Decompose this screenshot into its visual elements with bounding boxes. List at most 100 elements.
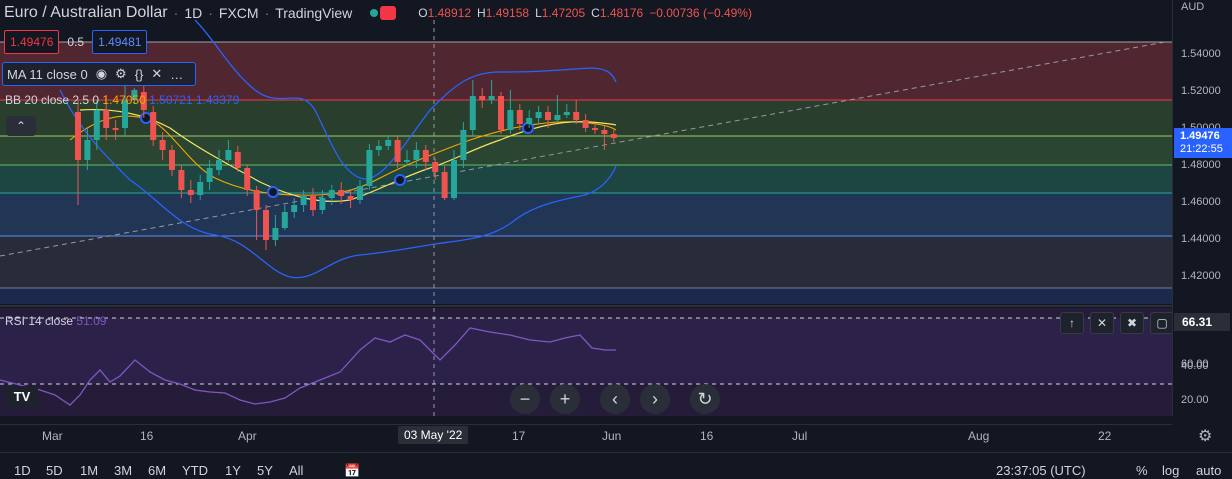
- candle-body: [150, 112, 157, 140]
- close-icon[interactable]: ✕: [1090, 312, 1114, 334]
- log-toggle[interactable]: log: [1162, 463, 1180, 478]
- ma-legend[interactable]: MA 11 close 0 ◉ ⚙ {} ✕ …: [2, 62, 197, 86]
- chevron-up-icon[interactable]: ⌃: [6, 116, 36, 136]
- range-5d[interactable]: 5D: [46, 463, 63, 478]
- candle-body: [441, 172, 448, 198]
- candle-body: [122, 100, 128, 128]
- candle-body: [300, 196, 307, 205]
- candle-body: [526, 118, 533, 124]
- fib-zone-4: [0, 165, 1172, 193]
- rsi-tag: 66.31: [1174, 313, 1230, 331]
- gear-icon[interactable]: ⚙: [115, 66, 127, 81]
- candle-body: [554, 115, 561, 120]
- chart-pane[interactable]: Euro / Australian Dollar · 1D · FXCM · T…: [0, 0, 1172, 416]
- candle-body: [310, 196, 316, 210]
- exchange: FXCM: [218, 5, 259, 21]
- price-chart-canvas[interactable]: [0, 0, 1172, 416]
- candle-body: [394, 140, 401, 162]
- marker: [140, 112, 152, 124]
- candle-body: [178, 170, 185, 190]
- candle-body: [413, 150, 420, 160]
- scroll-right-icon[interactable]: ›: [640, 384, 670, 414]
- candle-body: [169, 150, 175, 170]
- zoom-in-icon[interactable]: +: [550, 384, 580, 414]
- fib-zone-3: [0, 136, 1172, 165]
- candle-body: [488, 96, 495, 100]
- range-1d[interactable]: 1D: [14, 463, 31, 478]
- candle-body: [84, 140, 91, 160]
- candle-body: [573, 112, 580, 120]
- tradingview-logo[interactable]: TV: [6, 386, 38, 408]
- candle-body: [140, 92, 147, 110]
- flag-icon[interactable]: [380, 6, 397, 20]
- candle-body: [385, 140, 392, 146]
- arrow-up-icon[interactable]: ↑: [1060, 312, 1084, 334]
- buy-button[interactable]: 1.49481: [92, 30, 148, 54]
- candle-body: [375, 146, 382, 150]
- rsi-legend[interactable]: RSI 14 close 51.09: [5, 314, 106, 328]
- maximize-icon[interactable]: ▢: [1150, 312, 1172, 334]
- collapse-icon[interactable]: ✖: [1120, 312, 1144, 334]
- candle-body: [366, 150, 373, 186]
- time-axis[interactable]: Mar 16 Apr 03 May '22 17 Jun 16 Jul Aug …: [0, 424, 1172, 447]
- candle-body: [563, 112, 570, 115]
- reset-icon[interactable]: ↻: [690, 384, 720, 414]
- market-status-icon: [370, 9, 379, 17]
- crosshair-date: 03 May '22: [398, 426, 469, 444]
- pane-controls: ↑ ✕ ✖ ▢: [1060, 312, 1172, 334]
- candle-body: [601, 130, 608, 134]
- range-1m[interactable]: 1M: [80, 463, 99, 478]
- close-icon[interactable]: ✕: [151, 66, 163, 81]
- candle-body: [328, 190, 335, 198]
- candle-body: [592, 128, 598, 130]
- eye-icon[interactable]: ◉: [95, 66, 108, 81]
- candle-body: [357, 186, 363, 200]
- fib-zone-5: [0, 193, 1172, 236]
- rsi-label: RSI 14 close: [5, 314, 74, 328]
- candle-body: [131, 90, 138, 100]
- candle-body: [253, 190, 260, 210]
- utc-clock[interactable]: 23:37:05 (UTC): [996, 463, 1086, 478]
- candles: [75, 80, 617, 250]
- range-ytd[interactable]: YTD: [182, 463, 208, 478]
- symbol-name[interactable]: Euro / Australian Dollar: [4, 4, 168, 21]
- interval[interactable]: 1D: [184, 5, 203, 21]
- percent-toggle[interactable]: %: [1136, 463, 1148, 478]
- range-1y[interactable]: 1Y: [225, 463, 241, 478]
- candle-body: [432, 162, 439, 172]
- auto-toggle[interactable]: auto: [1196, 463, 1222, 478]
- candle-body: [216, 160, 222, 170]
- more-icon[interactable]: …: [170, 66, 184, 82]
- gear-icon[interactable]: ⚙: [1198, 428, 1213, 445]
- candle-body: [244, 168, 251, 190]
- chart-navigation: − + ‹ › ↻: [510, 384, 730, 414]
- zoom-out-icon[interactable]: −: [510, 384, 540, 414]
- candle-body: [197, 182, 204, 195]
- marker: [522, 122, 534, 134]
- range-6m[interactable]: 6M: [148, 463, 167, 478]
- candle-body: [516, 110, 523, 124]
- sell-button[interactable]: 1.49476: [4, 30, 60, 54]
- candle-body: [451, 160, 457, 198]
- symbol-header[interactable]: Euro / Australian Dollar · 1D · FXCM · T…: [4, 4, 752, 21]
- spread: 0.5: [67, 35, 85, 49]
- candle-body: [112, 128, 119, 130]
- rsi-value: 51.09: [76, 314, 107, 328]
- currency-label: AUD: [1181, 1, 1205, 13]
- candle-body: [93, 110, 100, 140]
- candle-body: [291, 205, 298, 212]
- range-all[interactable]: All: [289, 463, 304, 478]
- candle-body: [545, 112, 551, 120]
- price-axis[interactable]: AUD 1.54000 1.52000 1.50000 1.48000 1.46…: [1172, 0, 1232, 416]
- calendar-icon[interactable]: 📅: [344, 463, 361, 478]
- fib-zone-6: [0, 236, 1172, 288]
- candle-body: [498, 96, 504, 130]
- bb-legend[interactable]: BB 20 close 2.5 0 1.47050 1.50721 1.4337…: [5, 93, 239, 107]
- range-3m[interactable]: 3M: [114, 463, 133, 478]
- scroll-left-icon[interactable]: ‹: [600, 384, 630, 414]
- buy-sell-panel: 1.49476 0.5 1.49481: [4, 30, 148, 54]
- code-braces-icon[interactable]: {}: [134, 66, 144, 82]
- candle-body: [281, 212, 288, 228]
- bb-basis-value: 1.47050: [102, 93, 146, 107]
- range-5y[interactable]: 5Y: [257, 463, 273, 478]
